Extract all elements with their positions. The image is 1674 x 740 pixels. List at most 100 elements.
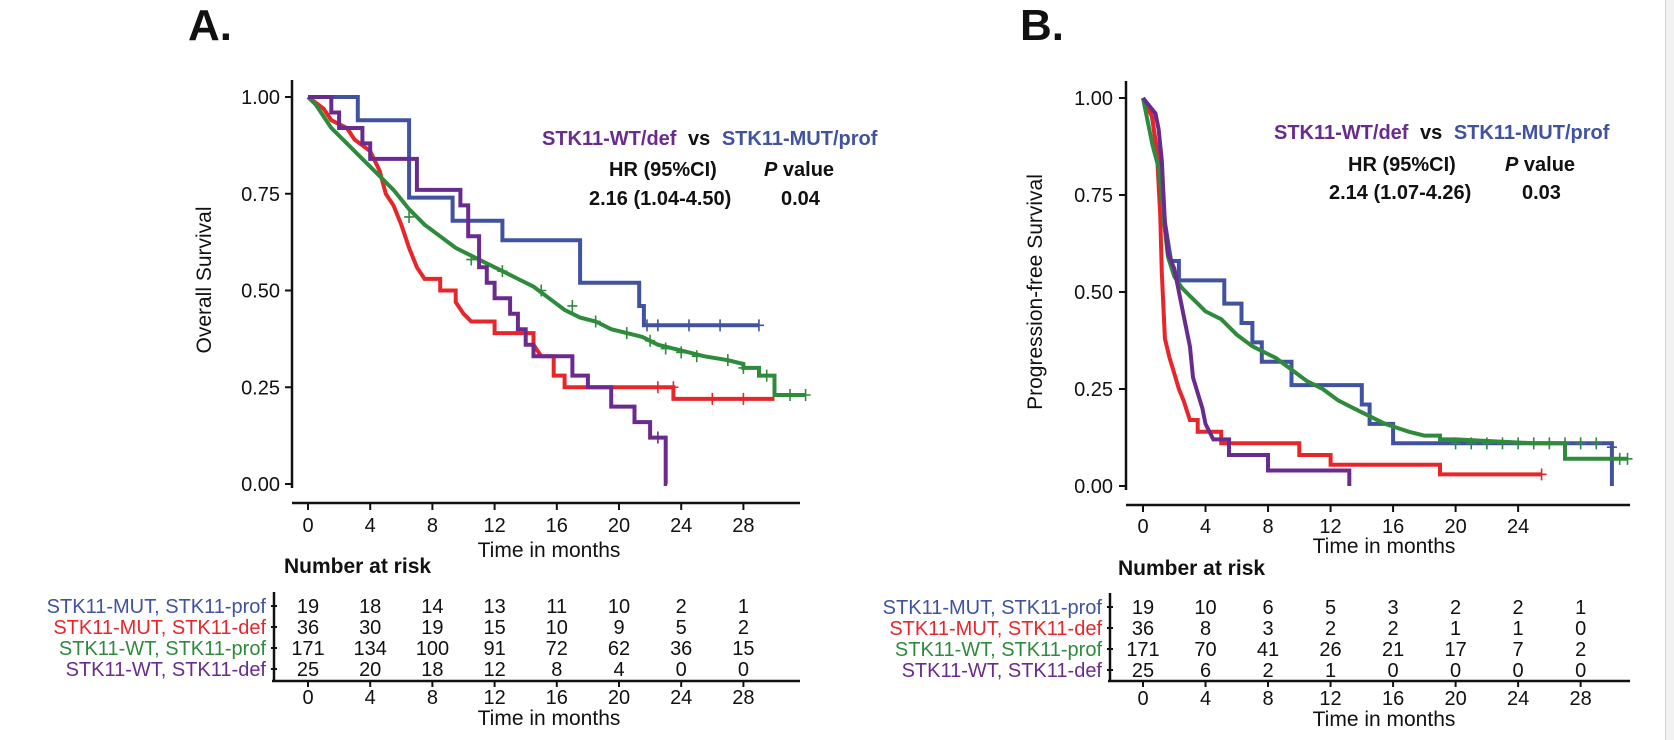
panel-b-risk-value: 2 <box>1513 597 1524 619</box>
panel-a-risk-value: 62 <box>608 638 630 660</box>
panel-b-risk-x-axis-title: Time in months <box>1313 708 1456 731</box>
panel-b-risk-x-tick-label: 8 <box>1262 688 1273 710</box>
panel-a-label: A. <box>188 1 232 50</box>
panel-b-risk-x-tick-label: 20 <box>1444 688 1466 710</box>
panel-a-risk-value: 14 <box>421 596 443 618</box>
panel-a-y-tick-label: 0.00 <box>241 474 280 496</box>
panel-a-risk-value: 5 <box>676 617 687 639</box>
panel-a-risk-value: 8 <box>551 659 562 681</box>
panel-a-censor-mark-mut-prof <box>652 319 663 332</box>
panel-b-censor-mark-wt-prof <box>1481 437 1492 450</box>
panel-a-censor-mark-wt-prof <box>536 284 547 297</box>
panel-a-risk-value: 72 <box>546 638 568 660</box>
panel-a-censor-mark-wt-prof <box>691 350 702 363</box>
panel-a-risk-row-label: STK11-MUT, STK11-def <box>53 617 266 639</box>
panel-b-risk-x-tick-label: 24 <box>1507 688 1529 710</box>
panel-b-risk-value: 171 <box>1126 639 1159 661</box>
panel-b-risk-value: 10 <box>1194 597 1216 619</box>
panel-a-vs: vs <box>688 128 710 150</box>
panel-a-risk-row-label: STK11-MUT, STK11-prof <box>47 596 267 618</box>
panel-b-risk-x-tick-label: 0 <box>1137 688 1148 710</box>
panel-b-x-tick-label: 12 <box>1319 516 1341 538</box>
panel-b-risk-value: 0 <box>1513 660 1524 682</box>
panel-a-censor-mark-wt-prof <box>676 346 687 359</box>
panel-b-y-tick-label: 0.50 <box>1074 282 1113 304</box>
panel-b-x-tick-label: 8 <box>1262 516 1273 538</box>
panel-a-risk-value: 12 <box>483 659 505 681</box>
panel-a-risk-table: STK11-MUT, STK11-prof 19 18 14 13 11 10 2 1STK11… <box>47 592 800 709</box>
panel-a-risk-value: 36 <box>297 617 319 639</box>
panel-b-risk-value: 0 <box>1575 618 1586 640</box>
panel-b-x-tick-label: 20 <box>1444 516 1466 538</box>
panel-b-risk-value: 5 <box>1325 597 1336 619</box>
panel-a-censor-mark-mut-def <box>652 381 663 394</box>
panel-a-censor-mark-mut-def <box>707 392 718 405</box>
panel-a-x-axis-title: Time in months <box>478 539 621 562</box>
panel-b-risk-value: 1 <box>1450 618 1461 640</box>
panel-b-risk-x-tick-label: 28 <box>1570 688 1592 710</box>
panel-b-p-header-p: P <box>1505 154 1519 176</box>
panel-a-censor-mark-wt-prof <box>785 388 796 401</box>
panel-a-risk-value: 25 <box>297 659 319 681</box>
panel-b-censor-mark-wt-prof <box>1544 437 1555 450</box>
panel-b-censor-mark-wt-prof <box>1497 437 1508 450</box>
panel-b-risk-value: 2 <box>1325 618 1336 640</box>
panel-b-p-header-rest: value <box>1518 154 1575 176</box>
panel-a-censor-mark-wt-prof <box>590 315 601 328</box>
panel-a-x-tick-label: 8 <box>427 515 438 537</box>
panel-b-p-value: 0.03 <box>1522 182 1561 204</box>
panel-a-censor-mark-wt-prof <box>645 334 656 347</box>
panel-b-series-mut-def <box>1141 97 1542 477</box>
panel-a-risk-value: 0 <box>738 659 749 681</box>
panel-b-vs: vs <box>1420 122 1442 144</box>
panel-a-series-wt-def <box>308 95 668 486</box>
panel-b-risk-value: 8 <box>1200 618 1211 640</box>
panel-b-group1: STK11-WT/def <box>1274 122 1409 144</box>
panel-a-risk-value: 4 <box>613 659 624 681</box>
panel-b-risk-value: 1 <box>1575 597 1586 619</box>
panel-a-risk-value: 20 <box>359 659 381 681</box>
panel-a-risk-value: 171 <box>291 638 324 660</box>
panel-b-risk-value: 25 <box>1132 660 1154 682</box>
panel-a-risk-x-tick-label: 20 <box>608 687 630 709</box>
panel-b-group2: STK11-MUT/prof <box>1454 122 1610 144</box>
panel-a-censor-mark-mut-prof <box>753 319 764 332</box>
panel-a-censor-mark-wt-prof <box>660 342 671 355</box>
panel-b-label: B. <box>1020 1 1064 50</box>
scrollbar[interactable] <box>1665 0 1674 740</box>
panel-b-risk-value: 0 <box>1575 660 1586 682</box>
panel-a-risk-value: 18 <box>421 659 443 681</box>
panel-a-y-tick-label: 0.50 <box>241 281 280 303</box>
panel-a-y-tick-label: 0.25 <box>241 377 280 399</box>
panel-a-censor-mark-wt-prof <box>567 299 578 312</box>
panel-a-risk-row-label: STK11-WT, STK11-def <box>66 659 267 681</box>
panel-a-risk-value: 15 <box>732 638 754 660</box>
panel-a-hr-header: HR (95%CI) <box>609 159 717 181</box>
panel-a-risk-value: 0 <box>676 659 687 681</box>
panel-b-risk-row-label: STK11-MUT, STK11-prof <box>883 597 1103 619</box>
panel-b-p-header: P value <box>1505 154 1575 176</box>
panel-b-y-tick-label: 0.25 <box>1074 379 1113 401</box>
panel-b-risk-value: 41 <box>1257 639 1279 661</box>
panel-b-risk-value: 6 <box>1200 660 1211 682</box>
panel-b-risk-value: 1 <box>1325 660 1336 682</box>
panel-a-censor-mark-wt-prof <box>722 354 733 367</box>
panel-a-risk-x-tick-label: 24 <box>670 687 692 709</box>
panel-b-risk-value: 1 <box>1513 618 1524 640</box>
panel-b-risk-value: 17 <box>1444 639 1466 661</box>
panel-b-risk-x-tick-label: 4 <box>1200 688 1211 710</box>
panel-a-risk-x-tick-label: 8 <box>427 687 438 709</box>
panel-b-risk-x-tick-label: 16 <box>1382 688 1404 710</box>
panel-a-risk-value: 134 <box>354 638 387 660</box>
panel-b-censor-mark-wt-prof <box>1622 452 1633 465</box>
panel-b-risk-value: 0 <box>1388 660 1399 682</box>
panel-a-censor-mark-wt-prof <box>800 388 811 401</box>
panel-a-risk-x-tick-label: 28 <box>732 687 754 709</box>
panel-a-risk-value: 11 <box>546 596 567 618</box>
panel-b-risk-row-label: STK11-WT, STK11-def <box>902 660 1103 682</box>
panel-a-censor-mark-mut-def <box>738 392 749 405</box>
panel-b-x-tick-label: 0 <box>1137 516 1148 538</box>
panel-a-risk-row-label: STK11-WT, STK11-prof <box>59 638 267 660</box>
panel-a-risk-value: 100 <box>416 638 449 660</box>
